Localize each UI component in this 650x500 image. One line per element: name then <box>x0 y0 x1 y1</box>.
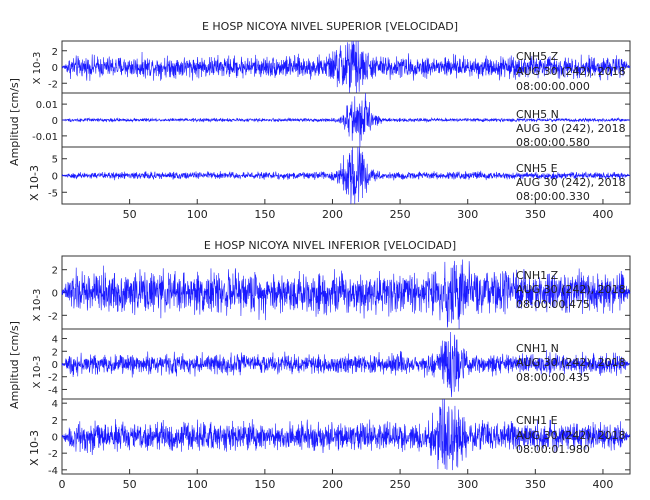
date-label: AUG 30 (242), 2018 <box>516 122 626 135</box>
y-tick-label: -5 <box>48 188 58 199</box>
x-tick-label: 0 <box>59 478 66 491</box>
station-channel-label: CNH5 Z <box>516 50 559 63</box>
time-label: 08:00:00.000 <box>516 80 590 93</box>
x-tick-label: 100 <box>187 478 208 491</box>
trace-panel: -4 -2 0 2 4 CNH1 E AUG 30 (242), 2018 08:00:… <box>48 398 631 477</box>
chart-title: E HOSP NICOYA NIVEL SUPERIOR [VELOCIDAD] <box>202 20 458 33</box>
y-tick-label: 4 <box>52 335 58 346</box>
time-label: 08:00:00.435 <box>516 371 590 384</box>
date-label: AUG 30 (242), 2018 <box>516 65 626 78</box>
station-channel-label: CNH1 E <box>516 414 558 427</box>
scale-label: X 10-3 <box>32 52 43 85</box>
x-tick-label: 400 <box>592 208 613 221</box>
y-tick-label: 2 <box>52 47 58 58</box>
waveform-trace <box>61 332 631 398</box>
scale-label: X 10-3 <box>32 289 43 322</box>
date-label: AUG 30 (242), 2018 <box>516 283 626 296</box>
chart-title: E HOSP NICOYA NIVEL INFERIOR [VELOCIDAD] <box>204 239 456 252</box>
waveform-trace <box>61 92 631 148</box>
y-tick-label: 0 <box>52 172 58 183</box>
date-label: AUG 30 (242), 2018 <box>516 429 626 442</box>
x-tick-label: 200 <box>322 478 343 491</box>
waveform-trace <box>61 146 631 205</box>
trace-panel: -0.01 0 0.01 CNH5 N AUG 30 (242), 2018 08:… <box>32 92 631 149</box>
time-label: 08:00:01.980 <box>516 443 590 456</box>
x-tick-label: 100 <box>187 208 208 221</box>
trace-panel: -4-2 0 24 X 10-3 CNH1 N AUG 30 (242), 2018… <box>32 328 631 400</box>
waveform-trace <box>61 398 631 471</box>
station-channel-label: CNH1 Z <box>516 269 559 282</box>
x-tick-label: 300 <box>457 478 478 491</box>
y-axis-label: Amplitud [cm/s] <box>8 321 21 409</box>
trace-panel: -2 0 2 X 10-3 CNH1 Z AUG 30 (242), 2018 08… <box>32 255 631 330</box>
y-tick-label: 0 <box>52 360 58 371</box>
y-tick-label: 2 <box>52 266 58 277</box>
y-axis-scale-label: X 10-3 <box>28 165 41 201</box>
x-tick-label: 200 <box>322 208 343 221</box>
x-tick-label: 150 <box>254 478 275 491</box>
y-tick-label: 2 <box>52 347 58 358</box>
y-tick-label: -2 <box>48 449 58 460</box>
x-tick-label: 150 <box>254 208 275 221</box>
trace-panel: -2 0 2 X 10-3 CNH5 Z AUG 30 (242), 2018 08… <box>32 40 631 94</box>
chart-inferior: E HOSP NICOYA NIVEL INFERIOR [VELOCIDAD]… <box>8 239 631 491</box>
x-tick-label: 300 <box>457 208 478 221</box>
time-label: 08:00:00.330 <box>516 190 590 203</box>
y-tick-label: -2 <box>48 79 58 90</box>
x-tick-label: 50 <box>123 208 137 221</box>
y-tick-label: 5 <box>52 155 58 166</box>
date-label: AUG 30 (242), 2018 <box>516 356 626 369</box>
x-axis: 50 100 150 200 250 300 350 400 <box>123 199 613 221</box>
y-tick-label: 0.01 <box>36 100 58 111</box>
y-tick-label: 0 <box>52 116 58 127</box>
waveform-trace <box>61 259 631 329</box>
station-channel-label: CNH5 N <box>516 108 559 121</box>
y-axis-scale-label: X 10-3 <box>28 430 41 466</box>
x-axis: 0 50 100 150 200 250 300 350 400 <box>59 469 613 491</box>
x-tick-label: 350 <box>525 208 546 221</box>
y-tick-label: -2 <box>48 373 58 384</box>
x-tick-label: 50 <box>123 478 137 491</box>
time-label: 08:00:00.475 <box>516 298 590 311</box>
y-tick-label: 0 <box>52 63 58 74</box>
y-tick-label: -2 <box>48 311 58 322</box>
y-tick-label: -4 <box>48 466 58 477</box>
x-tick-label: 350 <box>525 478 546 491</box>
date-label: AUG 30 (242), 2018 <box>516 176 626 189</box>
station-channel-label: CNH5 E <box>516 162 558 175</box>
y-tick-label: -4 <box>48 385 58 396</box>
x-tick-label: 250 <box>390 478 411 491</box>
y-tick-label: 2 <box>52 416 58 427</box>
time-label: 08:00:00.580 <box>516 136 590 149</box>
y-tick-label: 0 <box>52 433 58 444</box>
x-tick-label: 250 <box>390 208 411 221</box>
y-ticks: -4 -2 0 2 4 <box>48 399 630 477</box>
y-tick-label: 0 <box>52 289 58 300</box>
scale-label: X 10-3 <box>32 356 43 389</box>
y-axis-label: Amplitud [cm/s] <box>8 78 21 166</box>
y-tick-label: -0.01 <box>32 132 58 143</box>
waveform-trace <box>61 40 631 94</box>
trace-panel: -5 0 5 CNH5 E AUG 30 (242), 2018 08:00:00.… <box>48 146 631 205</box>
y-tick-label: 4 <box>52 399 58 410</box>
x-tick-label: 400 <box>592 478 613 491</box>
station-channel-label: CNH1 N <box>516 342 559 355</box>
chart-superior: E HOSP NICOYA NIVEL SUPERIOR [VELOCIDAD]… <box>8 20 631 221</box>
